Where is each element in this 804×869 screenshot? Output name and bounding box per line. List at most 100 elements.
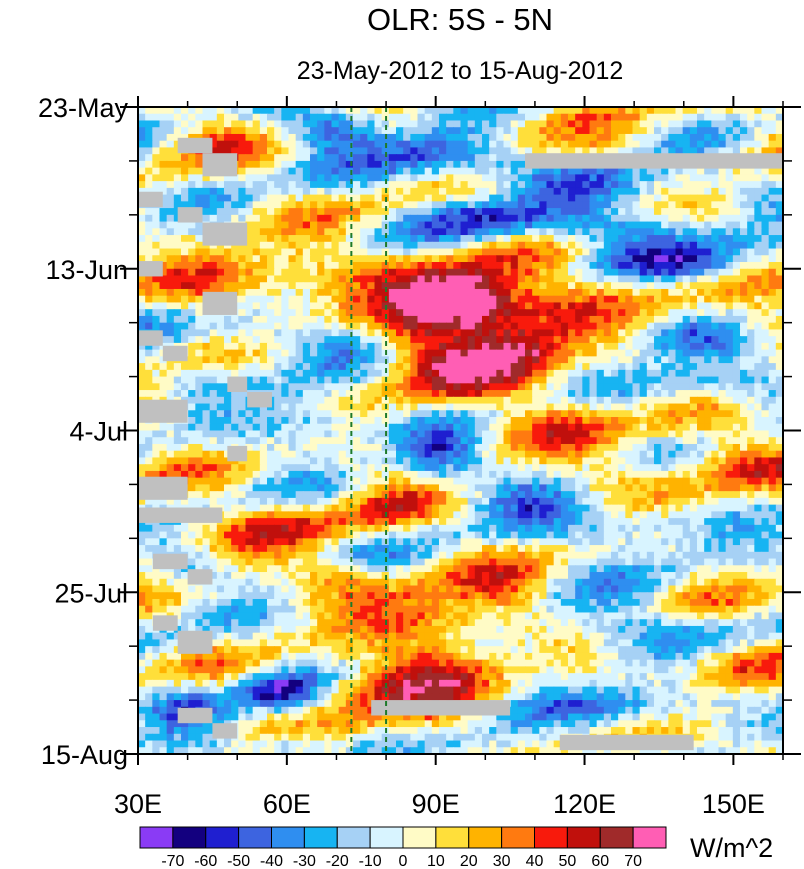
field-cell (396, 235, 404, 243)
field-cell (259, 214, 268, 223)
field-cell (740, 187, 748, 196)
field-cell (718, 295, 727, 304)
field-cell (654, 288, 662, 297)
field-cell (754, 302, 763, 310)
field-cell (324, 396, 333, 405)
field-cell (532, 329, 540, 337)
field-cell (245, 167, 254, 175)
field-cell (517, 329, 526, 337)
field-cell (682, 315, 691, 324)
field-cell (489, 390, 497, 398)
field-cell (496, 282, 505, 290)
field-cell (510, 437, 519, 445)
field-cell (646, 356, 655, 364)
field-cell (374, 363, 383, 371)
field-cell (489, 120, 497, 128)
field-cell (568, 288, 576, 297)
field-cell (747, 241, 755, 250)
field-cell (345, 369, 354, 378)
field-cell (704, 133, 712, 142)
field-cell (439, 410, 447, 418)
field-cell (152, 423, 161, 432)
field-cell (740, 282, 748, 290)
field-cell (747, 194, 755, 202)
field-cell (295, 187, 304, 196)
field-cell (503, 167, 512, 175)
field-cell (489, 160, 497, 169)
field-cell (675, 127, 684, 135)
field-cell (568, 208, 576, 216)
field-cell (367, 349, 376, 357)
field-cell (761, 417, 770, 425)
field-cell (639, 107, 648, 115)
field-cell (424, 201, 433, 209)
field-cell (503, 248, 512, 256)
field-cell (267, 235, 275, 243)
field-cell (589, 127, 598, 135)
field-cell (568, 282, 576, 290)
field-cell (302, 437, 311, 445)
field-cell (245, 113, 254, 122)
field-cell (675, 329, 684, 337)
field-cell (410, 167, 419, 175)
field-cell (682, 133, 691, 142)
field-cell (252, 235, 261, 243)
field-cell (331, 470, 340, 479)
field-cell (467, 221, 476, 229)
field-cell (202, 363, 211, 371)
field-cell (632, 470, 641, 479)
field-cell (732, 268, 741, 277)
field-cell (482, 181, 490, 189)
field-cell (532, 275, 540, 283)
field-cell (761, 342, 770, 351)
field-cell (618, 342, 626, 351)
field-cell (367, 201, 376, 209)
field-cell (231, 107, 239, 115)
field-cell (503, 133, 512, 142)
field-cell (259, 302, 268, 310)
field-cell (496, 160, 505, 169)
field-cell (525, 255, 533, 263)
field-cell (403, 349, 411, 357)
field-cell (446, 457, 454, 465)
field-cell (374, 174, 383, 182)
field-cell (675, 336, 684, 344)
field-cell (532, 457, 540, 465)
field-cell (460, 282, 469, 290)
field-cell (202, 437, 211, 445)
field-cell (145, 288, 153, 297)
field-cell (224, 194, 232, 202)
field-cell (188, 403, 196, 411)
field-cell (489, 235, 497, 243)
field-cell (675, 268, 684, 277)
field-cell (460, 336, 469, 344)
field-cell (532, 201, 540, 209)
field-cell (439, 268, 447, 277)
field-cell (525, 464, 533, 472)
field-cell (453, 147, 462, 155)
field-cell (747, 228, 755, 236)
field-cell (510, 201, 519, 209)
field-cell (496, 275, 505, 283)
field-cell (618, 248, 626, 256)
field-cell (245, 201, 254, 209)
field-cell (138, 147, 146, 155)
field-cell (216, 342, 225, 351)
field-cell (704, 437, 712, 445)
field-cell (396, 356, 404, 364)
field-cell (654, 383, 662, 391)
field-cell (317, 262, 325, 270)
field-cell (388, 208, 397, 216)
field-cell (138, 342, 146, 351)
field-cell (747, 342, 755, 351)
field-cell (439, 282, 447, 290)
field-cell (367, 120, 376, 128)
field-cell (582, 113, 591, 122)
field-cell (517, 160, 526, 169)
field-cell (740, 167, 748, 175)
field-cell (396, 262, 404, 270)
field-cell (388, 113, 397, 122)
field-cell (553, 336, 562, 344)
field-cell (159, 275, 168, 283)
field-cell (338, 329, 347, 337)
